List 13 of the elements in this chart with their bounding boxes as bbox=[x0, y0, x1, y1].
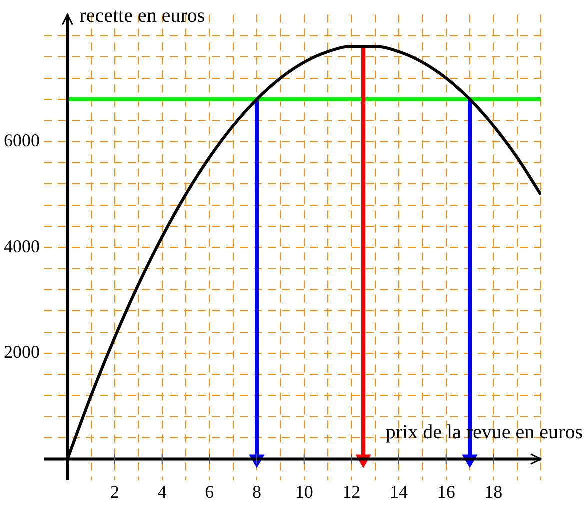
y-tick-label: 6000 bbox=[4, 130, 40, 151]
y-tick-label: 2000 bbox=[4, 342, 40, 362]
x-tick-label: 8 bbox=[252, 482, 262, 502]
x-tick-label: 6 bbox=[205, 482, 214, 502]
x-tick-label: 14 bbox=[390, 482, 408, 502]
x-tick-label: 12 bbox=[342, 482, 361, 502]
x-tick-label: 16 bbox=[437, 482, 456, 502]
y-tick-label: 4000 bbox=[4, 236, 40, 256]
x-tick-label: 10 bbox=[295, 482, 314, 502]
y-axis-title: recette en euros bbox=[80, 5, 206, 28]
x-tick-label: 4 bbox=[158, 482, 167, 502]
x-tick-label: 2 bbox=[110, 482, 120, 502]
x-tick-label: 18 bbox=[484, 482, 503, 502]
